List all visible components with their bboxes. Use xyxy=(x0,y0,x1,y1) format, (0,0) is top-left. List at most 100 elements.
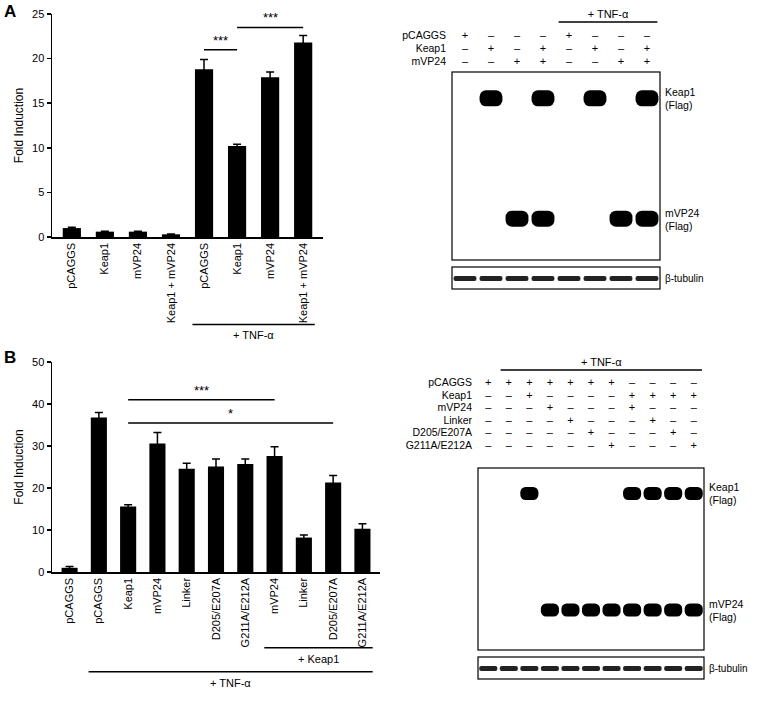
svg-text:–: – xyxy=(526,426,533,438)
svg-text:40: 40 xyxy=(32,398,44,410)
svg-text:+: + xyxy=(649,414,655,426)
svg-text:Keap1: Keap1 xyxy=(231,243,243,275)
svg-text:D205/E207A: D205/E207A xyxy=(327,577,339,640)
svg-text:pCAGGS: pCAGGS xyxy=(63,578,75,624)
svg-text:10: 10 xyxy=(32,524,44,536)
svg-text:–: – xyxy=(588,401,595,413)
svg-text:+: + xyxy=(526,389,532,401)
svg-text:mVP24: mVP24 xyxy=(268,578,280,614)
svg-text:Linker: Linker xyxy=(297,578,309,608)
svg-text:–: – xyxy=(506,389,513,401)
svg-text:mVP24: mVP24 xyxy=(665,207,700,219)
svg-text:+: + xyxy=(566,29,572,41)
svg-text:–: – xyxy=(629,376,636,388)
svg-text:+: + xyxy=(629,389,635,401)
svg-text:G211A/E212A: G211A/E212A xyxy=(239,577,251,647)
svg-text:β-tubulin: β-tubulin xyxy=(665,273,704,284)
svg-text:+ TNF-α: + TNF-α xyxy=(233,329,274,341)
svg-text:+: + xyxy=(547,376,553,388)
svg-text:mVP24: mVP24 xyxy=(438,401,473,413)
svg-text:+ TNF-α: + TNF-α xyxy=(210,677,251,689)
svg-text:–: – xyxy=(506,401,513,413)
svg-text:Linker: Linker xyxy=(443,414,472,426)
svg-text:–: – xyxy=(588,389,595,401)
svg-text:–: – xyxy=(618,42,625,54)
svg-text:–: – xyxy=(485,389,492,401)
svg-text:+ TNF-α: + TNF-α xyxy=(588,8,629,20)
svg-text:+: + xyxy=(485,376,491,388)
svg-text:–: – xyxy=(618,29,625,41)
svg-text:–: – xyxy=(588,414,595,426)
svg-text:–: – xyxy=(629,439,636,451)
svg-text:–: – xyxy=(644,29,651,41)
svg-text:10: 10 xyxy=(32,142,44,154)
svg-text:+: + xyxy=(506,376,512,388)
svg-text:–: – xyxy=(650,426,657,438)
svg-text:+: + xyxy=(608,376,614,388)
svg-text:+: + xyxy=(592,42,598,54)
svg-text:Keap1: Keap1 xyxy=(442,389,473,401)
svg-text:–: – xyxy=(514,42,521,54)
svg-text:***: *** xyxy=(194,383,209,398)
svg-text:–: – xyxy=(670,376,677,388)
svg-text:(Flag): (Flag) xyxy=(709,494,736,506)
svg-text:–: – xyxy=(629,426,636,438)
svg-text:pCAGGS: pCAGGS xyxy=(198,243,210,289)
svg-text:–: – xyxy=(691,414,698,426)
svg-text:–: – xyxy=(488,55,495,67)
svg-text:–: – xyxy=(670,439,677,451)
svg-text:–: – xyxy=(608,389,615,401)
svg-text:Keap1 + mVP24: Keap1 + mVP24 xyxy=(297,243,309,323)
svg-text:mVP24: mVP24 xyxy=(151,578,163,614)
svg-text:–: – xyxy=(567,389,574,401)
svg-text:Fold Induction: Fold Induction xyxy=(12,88,26,163)
svg-text:–: – xyxy=(526,439,533,451)
svg-text:Fold Induction: Fold Induction xyxy=(12,429,26,504)
svg-text:+: + xyxy=(488,42,494,54)
svg-text:–: – xyxy=(488,29,495,41)
svg-text:–: – xyxy=(485,414,492,426)
svg-text:–: – xyxy=(650,401,657,413)
svg-text:–: – xyxy=(506,426,513,438)
svg-text:+: + xyxy=(670,426,676,438)
svg-text:30: 30 xyxy=(32,440,44,452)
svg-text:–: – xyxy=(629,414,636,426)
svg-text:(Flag): (Flag) xyxy=(665,220,692,232)
svg-text:Keap1: Keap1 xyxy=(665,86,696,98)
svg-text:–: – xyxy=(670,401,677,413)
svg-text:–: – xyxy=(592,55,599,67)
svg-text:–: – xyxy=(691,426,698,438)
svg-text:+: + xyxy=(691,389,697,401)
svg-text:20: 20 xyxy=(32,482,44,494)
svg-text:Keap1: Keap1 xyxy=(416,42,447,54)
svg-text:–: – xyxy=(526,401,533,413)
svg-text:+: + xyxy=(526,376,532,388)
svg-text:β-tubulin: β-tubulin xyxy=(709,663,748,674)
svg-text:+: + xyxy=(540,55,546,67)
svg-text:mVP24: mVP24 xyxy=(132,243,144,279)
svg-text:Keap1: Keap1 xyxy=(98,243,110,275)
svg-text:+: + xyxy=(618,55,624,67)
svg-text:mVP24: mVP24 xyxy=(264,243,276,279)
svg-text:–: – xyxy=(566,42,573,54)
svg-text:Keap1: Keap1 xyxy=(709,481,740,493)
svg-text:G211A/E212A: G211A/E212A xyxy=(406,439,472,451)
svg-text:pCAGGS: pCAGGS xyxy=(92,578,104,624)
svg-text:+: + xyxy=(670,389,676,401)
svg-text:–: – xyxy=(462,55,469,67)
svg-text:*: * xyxy=(228,406,233,421)
svg-text:–: – xyxy=(547,414,554,426)
svg-text:+: + xyxy=(514,55,520,67)
svg-text:–: – xyxy=(650,439,657,451)
svg-text:***: *** xyxy=(263,10,278,25)
svg-text:+: + xyxy=(608,439,614,451)
svg-text:+: + xyxy=(691,439,697,451)
svg-text:–: – xyxy=(592,29,599,41)
svg-text:+: + xyxy=(588,376,594,388)
svg-text:–: – xyxy=(462,42,469,54)
svg-text:Linker: Linker xyxy=(180,578,192,608)
svg-text:Keap1: Keap1 xyxy=(122,578,134,610)
svg-text:–: – xyxy=(485,426,492,438)
svg-text:mVP24: mVP24 xyxy=(709,598,744,610)
svg-text:pCAGGS: pCAGGS xyxy=(402,29,446,41)
